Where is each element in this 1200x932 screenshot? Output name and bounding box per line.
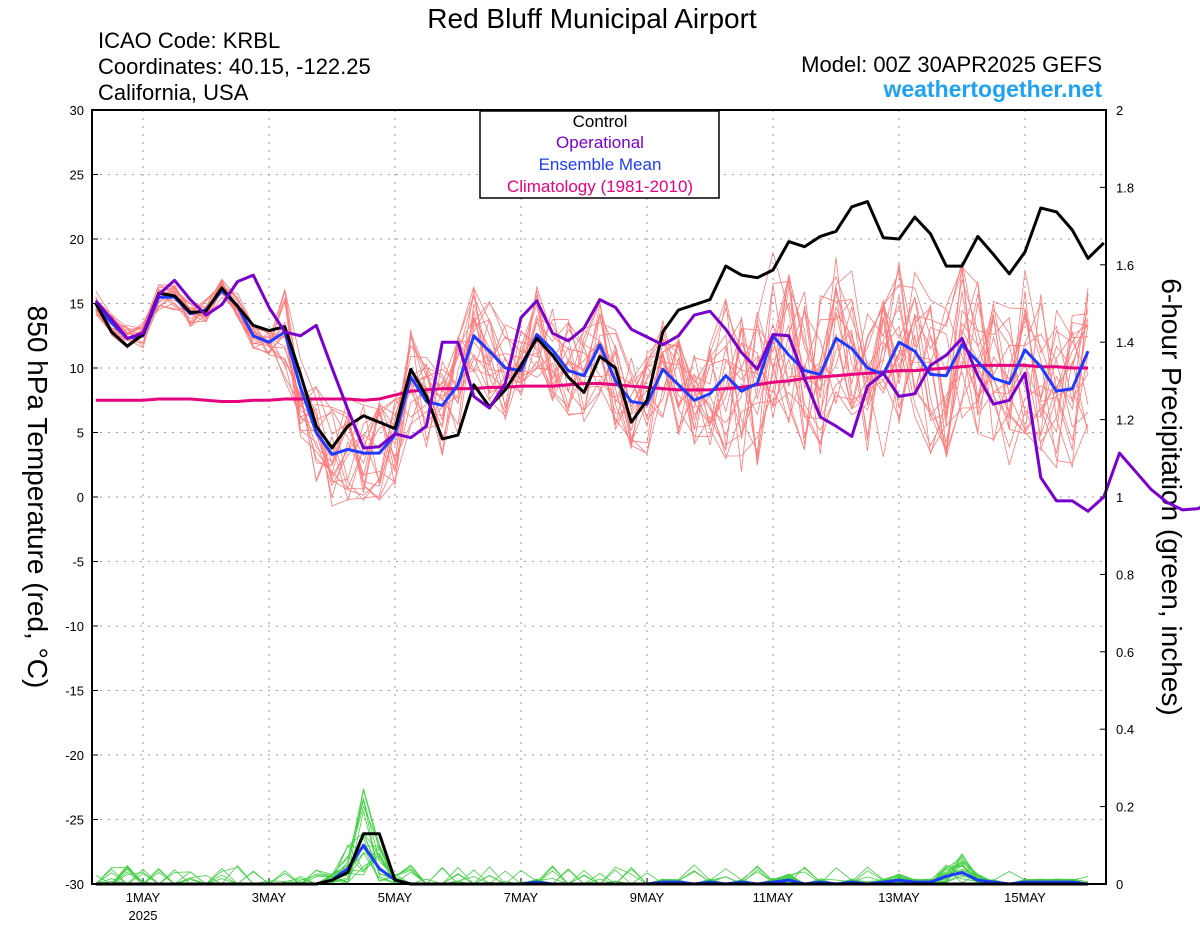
y-right-tick-label: 1.8: [1116, 180, 1134, 195]
legend-climatology: Climatology (1981-2010): [507, 177, 693, 196]
x-tick-label: 5MAY: [378, 890, 413, 905]
y-right-tick-label: 0.6: [1116, 645, 1134, 660]
y-left-tick-label: 15: [70, 297, 84, 312]
coordinates: Coordinates: 40.15, -122.25: [98, 54, 371, 79]
temp-member-line: [95, 277, 1089, 487]
x-tick-label: 9MAY: [630, 890, 665, 905]
y-left-tick-label: 5: [77, 426, 84, 441]
y-left-tick-label: 10: [70, 361, 84, 376]
legend-box: [479, 110, 720, 199]
y-left-tick-label: 25: [70, 168, 84, 183]
x-tick-label: 3MAY: [252, 890, 287, 905]
legend: Control Operational Ensemble Mean Climat…: [479, 110, 720, 199]
chart-title: Red Bluff Municipal Airport: [427, 3, 757, 34]
y-right-tick-label: 1.6: [1116, 258, 1134, 273]
y-right-tick-label: 0: [1116, 877, 1123, 892]
y-left-tick-label: -20: [65, 748, 84, 763]
series-line-climatology-1981-2010: [95, 363, 1088, 403]
model-run: Model: 00Z 30APR2025 GEFS: [801, 52, 1102, 77]
y-right-tick-label: 0.8: [1116, 567, 1134, 582]
series-line-ensemble-mean: [94, 289, 1090, 456]
axis-ticks: 302520151050-5-10-15-20-25-3021.81.61.41…: [65, 103, 1134, 923]
y-left-tick-label: 30: [70, 103, 84, 118]
legend-control: Control: [573, 112, 628, 131]
x-tick-label: 11MAY: [753, 890, 794, 905]
region: California, USA: [98, 80, 249, 105]
y-right-tick-label: 1.4: [1116, 335, 1134, 350]
series-line-operational: [94, 273, 1200, 513]
y-left-tick-label: -30: [65, 877, 84, 892]
icao-code: ICAO Code: KRBL: [98, 28, 280, 53]
temp-member-line: [95, 279, 1089, 507]
temp-member-line: [95, 265, 1089, 498]
x-tick-label: 15MAY: [1004, 890, 1046, 905]
y-left-tick-label: -10: [65, 619, 84, 634]
y-left-tick-label: -25: [65, 813, 84, 828]
x-tick-sublabel: 2025: [129, 908, 158, 923]
y-left-tick-label: -5: [72, 555, 84, 570]
x-tick-label: 7MAY: [504, 890, 539, 905]
x-tick-label: 13MAY: [878, 890, 920, 905]
y-left-tick-label: -15: [65, 684, 84, 699]
temp-member-line: [95, 270, 1089, 483]
x-tick-label: 1MAY: [126, 890, 161, 905]
y-right-tick-label: 0.4: [1116, 722, 1134, 737]
legend-ensemble-mean: Ensemble Mean: [539, 155, 662, 174]
temp-member-line: [95, 278, 1089, 483]
plot-frame: [91, 109, 1107, 885]
y-left-tick-label: 0: [77, 490, 84, 505]
y-right-tick-label: 1.2: [1116, 413, 1134, 428]
y-left-tick-label: 20: [70, 232, 84, 247]
y-right-tick-label: 0.2: [1116, 800, 1134, 815]
site-name[interactable]: weathertogether.net: [882, 76, 1102, 102]
series-line-control: [94, 200, 1105, 450]
y-right-tick-label: 1: [1116, 490, 1123, 505]
y-right-tick-label: 2: [1116, 103, 1123, 118]
legend-operational: Operational: [556, 133, 644, 152]
y-left-axis-label: 850 hPa Temperature (red, °C): [22, 306, 53, 689]
